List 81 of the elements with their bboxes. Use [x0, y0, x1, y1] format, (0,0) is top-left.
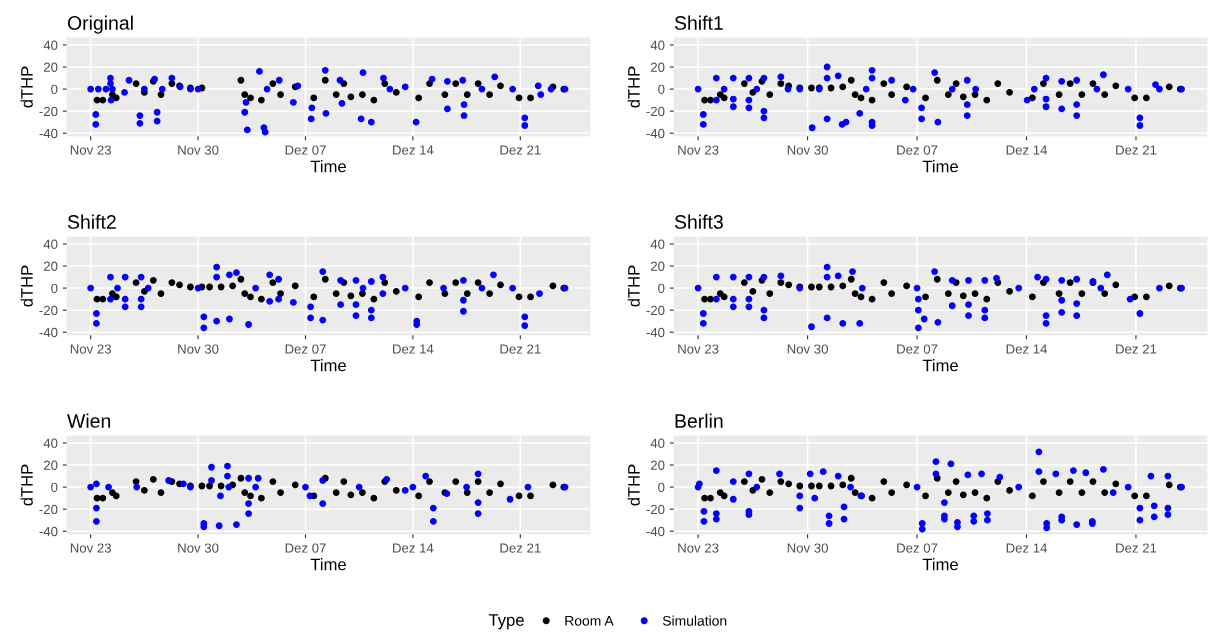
x-tick-label: Dez 14	[1006, 344, 1048, 354]
y-tick-label: 40	[650, 40, 665, 50]
x-tick-label: Dez 14	[393, 145, 434, 155]
x-tick-label: Dez 21	[1116, 344, 1157, 354]
legend-label: Simulation	[662, 615, 727, 626]
y-tick-label: -20	[646, 106, 665, 117]
x-tick-label: Dez 07	[897, 543, 938, 553]
y-tick-label: 0	[658, 283, 665, 294]
x-tick-label: Dez 21	[500, 543, 541, 553]
x-tick-label: Nov 23	[70, 344, 111, 354]
x-tick-label: Nov 23	[678, 145, 719, 155]
x-axis-title: Time	[922, 359, 958, 372]
y-axis-title: dTHP	[20, 66, 33, 108]
chart-title: Shift1	[674, 15, 723, 30]
y-tick-label: -40	[646, 128, 665, 139]
x-tick-label: Dez 14	[1006, 543, 1048, 553]
x-tick-label: Nov 30	[178, 145, 219, 155]
chart-title: Berlin	[675, 413, 723, 428]
y-tick-label: -40	[646, 327, 665, 338]
chart-title: Original	[67, 15, 133, 34]
x-axis-title: Time	[922, 558, 958, 571]
x-tick-label: Nov 30	[787, 145, 828, 155]
y-tick-label: 0	[51, 283, 58, 294]
y-tick-label: 20	[650, 460, 665, 470]
y-tick-label: 20	[650, 62, 665, 72]
y-tick-label: 0	[51, 84, 58, 95]
x-tick-label: Dez 07	[285, 543, 326, 553]
x-tick-label: Dez 07	[897, 145, 938, 155]
x-tick-label: Dez 07	[285, 344, 326, 354]
x-tick-label: Dez 14	[1006, 145, 1048, 155]
x-tick-label: Dez 14	[393, 344, 434, 354]
y-axis-title: dTHP	[627, 66, 640, 108]
y-tick-label: -40	[39, 526, 58, 537]
y-tick-label: 40	[650, 239, 665, 249]
y-tick-label: -20	[646, 305, 665, 316]
y-tick-label: -40	[646, 526, 665, 537]
chart-title: Shift2	[67, 214, 116, 229]
y-axis-title: dTHP	[627, 464, 640, 506]
legend-label: Room A	[565, 616, 614, 626]
y-axis-title: dTHP	[627, 265, 640, 307]
x-tick-label: Nov 23	[678, 344, 719, 354]
chart-title: Wien	[67, 413, 111, 428]
chart-title: Shift3	[674, 214, 723, 229]
y-tick-label: 20	[650, 261, 665, 271]
x-tick-label: Nov 30	[787, 543, 828, 553]
y-tick-label: -20	[39, 504, 58, 515]
y-axis-title: dTHP	[20, 464, 33, 506]
x-tick-label: Nov 23	[70, 145, 111, 155]
x-tick-label: Dez 21	[500, 145, 541, 155]
y-tick-label: 20	[43, 62, 58, 72]
x-axis-title: Time	[310, 160, 346, 173]
y-tick-label: 20	[43, 460, 58, 470]
y-tick-label: 0	[658, 84, 665, 95]
x-tick-label: Nov 23	[678, 543, 719, 553]
x-axis-title: Time	[310, 359, 346, 372]
x-axis-title: Time	[310, 558, 346, 571]
x-tick-label: Dez 07	[897, 344, 938, 354]
y-tick-label: -20	[646, 504, 665, 515]
y-tick-label: 0	[658, 482, 665, 493]
x-tick-label: Nov 23	[70, 543, 111, 553]
y-tick-label: 20	[43, 261, 58, 271]
y-tick-label: 40	[43, 239, 58, 249]
x-tick-label: Dez 07	[285, 145, 326, 155]
x-tick-label: Nov 30	[178, 543, 219, 553]
x-tick-label: Nov 30	[178, 344, 219, 354]
y-tick-label: 40	[650, 438, 665, 448]
y-tick-label: -20	[39, 305, 58, 316]
x-tick-label: Nov 30	[787, 344, 828, 354]
x-axis-title: Time	[922, 160, 958, 173]
x-tick-label: Dez 21	[500, 344, 541, 354]
y-tick-label: -40	[39, 128, 58, 139]
x-tick-label: Dez 14	[393, 543, 434, 553]
y-tick-label: -40	[39, 327, 58, 338]
y-axis-title: dTHP	[20, 265, 33, 307]
y-tick-label: 40	[43, 40, 58, 50]
y-tick-label: 0	[51, 482, 58, 493]
y-tick-label: 40	[43, 438, 58, 448]
y-tick-label: -20	[39, 106, 58, 117]
x-tick-label: Dez 21	[1116, 145, 1157, 155]
legend-title: Type	[488, 614, 524, 630]
x-tick-label: Dez 21	[1116, 543, 1157, 553]
